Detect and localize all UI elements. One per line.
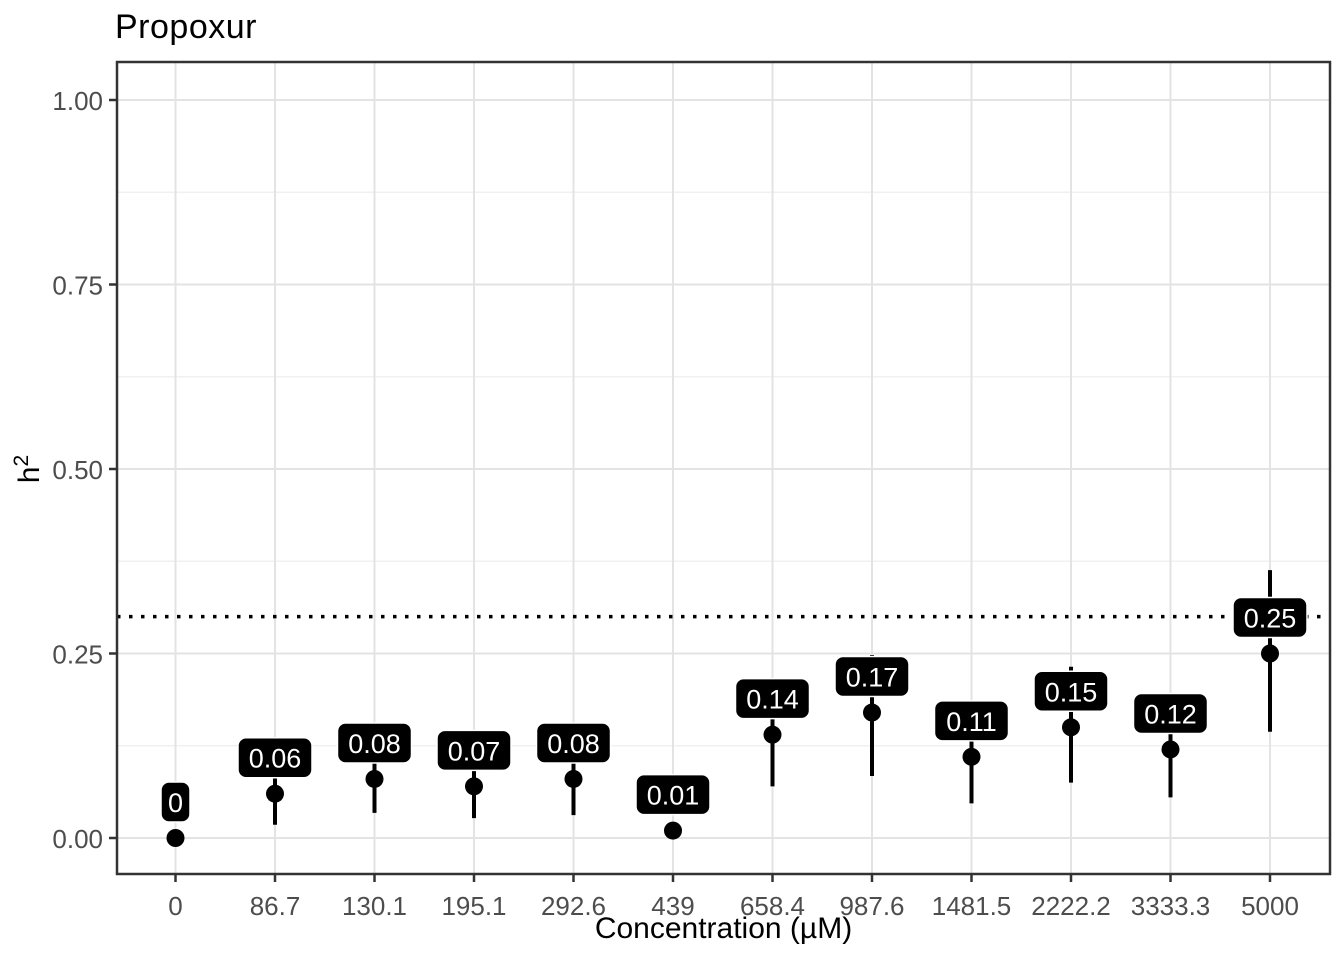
- value-label: 0.12: [1144, 699, 1197, 729]
- value-label-box: [336, 722, 413, 764]
- value-label: 0: [168, 788, 183, 818]
- x-axis-tick-label: 292.6: [541, 891, 606, 921]
- value-label-box: [436, 729, 512, 772]
- x-axis-tick-label: 86.7: [250, 891, 301, 921]
- y-axis-tick-label: 1.00: [52, 86, 103, 116]
- value-label: 0.15: [1045, 677, 1098, 707]
- value-label: 0.14: [746, 685, 799, 715]
- data-point: [166, 829, 185, 847]
- data-point: [863, 703, 881, 722]
- y-axis-title: h2: [9, 427, 51, 511]
- value-label-box: [1132, 692, 1209, 735]
- data-point: [1261, 644, 1279, 663]
- y-axis-tick-label: 0.50: [52, 455, 103, 485]
- value-label-box: [1033, 670, 1109, 713]
- data-point: [962, 747, 981, 766]
- y-axis-tick-label: 0.75: [52, 271, 103, 301]
- x-axis-tick-label: 5000: [1241, 891, 1299, 921]
- data-point: [465, 777, 483, 796]
- value-label-box: [933, 700, 1010, 742]
- value-label: 0.06: [249, 744, 302, 774]
- x-axis-tick-label: 195.1: [441, 891, 506, 921]
- data-point: [266, 784, 284, 803]
- plot-title: Propoxur: [115, 8, 257, 46]
- y-axis-title-base: h: [13, 466, 46, 484]
- x-axis-tick-label: 1481.5: [932, 891, 1012, 921]
- value-label: 0.08: [547, 729, 600, 759]
- x-axis-tick-label: 0: [168, 891, 182, 921]
- y-axis-title-exponent: 2: [10, 454, 33, 467]
- data-point: [664, 821, 682, 840]
- value-label-box: [535, 722, 612, 764]
- data-point: [365, 769, 384, 788]
- data-point: [1161, 740, 1180, 759]
- value-label-box: [635, 773, 711, 816]
- data-point: [1062, 718, 1080, 737]
- value-label: 0.17: [846, 663, 899, 693]
- data-point: [763, 725, 782, 744]
- x-axis-tick-label: 658.4: [740, 891, 805, 921]
- value-label-box: [834, 655, 910, 698]
- x-axis-tick-label: 3333.3: [1131, 891, 1211, 921]
- value-label: 0.08: [348, 729, 401, 759]
- value-label: 0.01: [647, 781, 700, 811]
- y-axis-tick-label: 0.25: [52, 640, 103, 670]
- value-label: 0.07: [448, 736, 501, 766]
- value-label-box: [160, 781, 191, 823]
- x-axis-title: Concentration (µM): [594, 912, 853, 945]
- data-point: [564, 769, 583, 788]
- value-label: 0.25: [1244, 604, 1297, 634]
- value-label-box: [734, 677, 811, 720]
- x-axis-tick-label: 439: [651, 891, 694, 921]
- value-label-box: [1232, 596, 1308, 639]
- value-label: 0.11: [946, 707, 997, 737]
- x-axis-tick-label: 2222.2: [1031, 891, 1111, 921]
- y-axis-tick-label: 0.00: [52, 824, 103, 854]
- x-axis-tick-label: 130.1: [342, 891, 407, 921]
- x-axis-tick-label: 987.6: [839, 891, 904, 921]
- value-label-box: [237, 736, 313, 779]
